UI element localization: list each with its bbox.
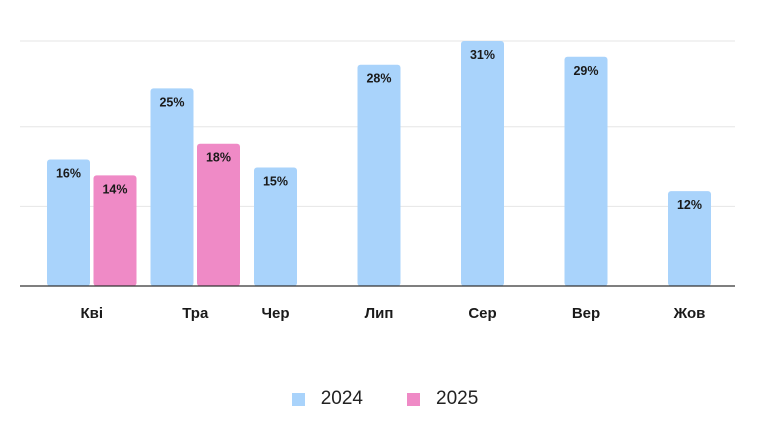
legend: 2024 2025 [0, 388, 770, 410]
data-label-2025-0: 14% [102, 182, 127, 196]
x-tick-label: Тра [182, 305, 209, 322]
bar-2024-0 [47, 159, 90, 286]
bar-2024-3 [357, 64, 401, 286]
bars [47, 41, 711, 286]
bar-2024-1 [150, 88, 194, 286]
legend-item-2025: 2025 [407, 388, 478, 410]
legend-item-2024: 2024 [291, 388, 363, 410]
legend-label-2024: 2024 [320, 388, 363, 409]
x-tick-label: Вер [572, 305, 600, 322]
x-tick-label: Кві [80, 305, 103, 322]
data-label-2024-3: 28% [366, 72, 391, 86]
x-tick-label: Сер [468, 305, 496, 322]
bar-2025-0 [93, 175, 137, 286]
data-label-2024-2: 15% [263, 174, 288, 188]
legend-swatch-2025 [407, 392, 420, 406]
data-label-2024-0: 16% [56, 167, 81, 181]
legend-swatch-2024 [291, 392, 305, 406]
x-tick-label: Лип [365, 305, 394, 322]
x-tick-label: Чер [261, 305, 289, 322]
bar-2024-4 [461, 41, 504, 286]
x-tick-labels: Кві Тра Чер Лип Сер Вер Жов [80, 305, 705, 322]
x-tick-label: Жов [673, 305, 706, 322]
data-labels: 16% 14% 25% 18% 15% 28% 31% 29% 12% [56, 48, 702, 212]
bar-2025-1 [197, 143, 240, 286]
data-label-2024-1: 25% [159, 95, 184, 109]
bar-2024-2 [254, 167, 297, 286]
bar-2024-6 [668, 191, 711, 286]
data-label-2024-4: 31% [470, 48, 495, 62]
legend-label-2025: 2025 [436, 388, 479, 409]
bar-2024-5 [564, 56, 608, 286]
data-label-2025-1: 18% [206, 151, 231, 165]
data-label-2024-6: 12% [677, 198, 702, 212]
data-label-2024-5: 29% [573, 64, 598, 78]
